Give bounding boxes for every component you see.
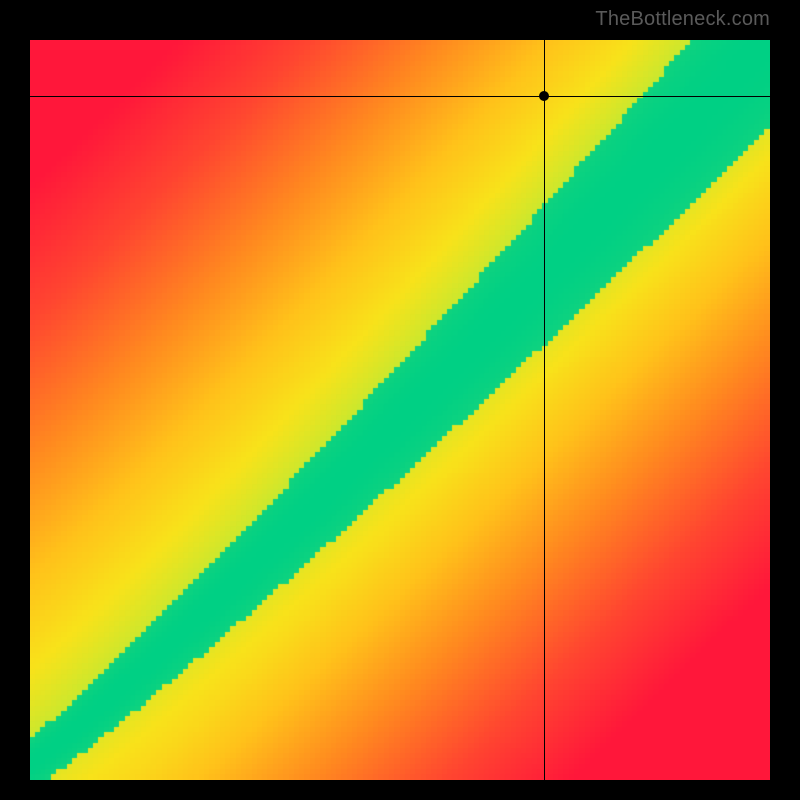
heatmap-canvas <box>30 40 770 780</box>
crosshair-horizontal <box>30 96 770 97</box>
crosshair-marker-dot <box>539 91 549 101</box>
plot-area <box>30 40 770 780</box>
watermark-text: TheBottleneck.com <box>595 8 770 31</box>
crosshair-vertical <box>544 40 545 780</box>
